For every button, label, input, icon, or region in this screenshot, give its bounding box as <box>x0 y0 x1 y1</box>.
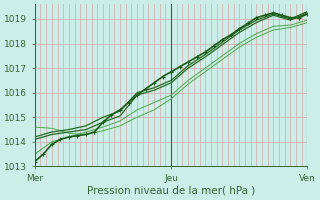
X-axis label: Pression niveau de la mer( hPa ): Pression niveau de la mer( hPa ) <box>87 186 255 196</box>
